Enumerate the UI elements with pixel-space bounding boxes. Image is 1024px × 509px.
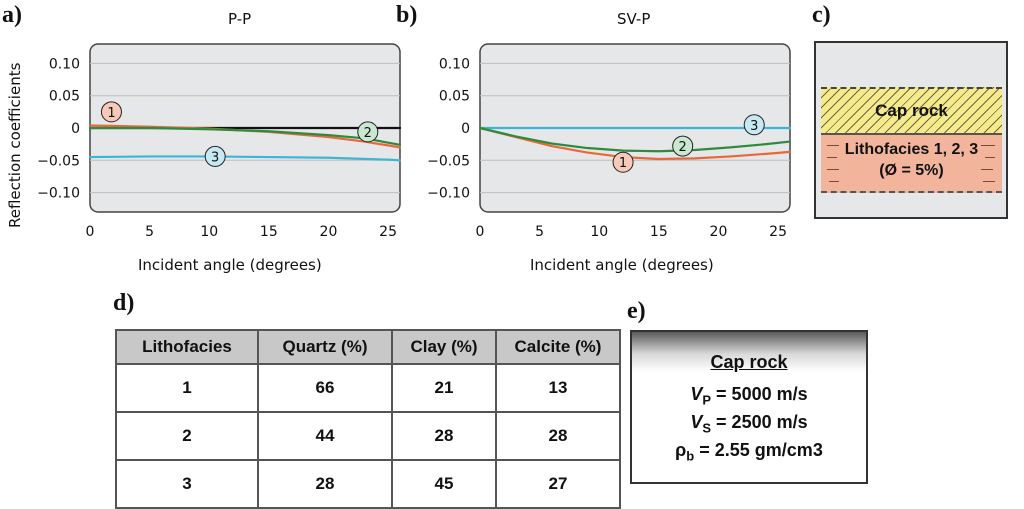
chart-b: 0.10 0.05 0 −0.05 −0.10 0 5 10 15 20 25 1 2 3 bbox=[427, 43, 792, 240]
lithofacies-layer: Lithofacies 1, 2, 3 (Ø = 5%) bbox=[821, 133, 1002, 193]
vs-line: VS = 2500 m/s bbox=[690, 412, 808, 436]
panel-label-e: e) bbox=[627, 298, 646, 324]
y-tick-label: 0.05 bbox=[49, 89, 80, 105]
table-cell: 2 bbox=[115, 411, 259, 461]
y-tick-label: −0.05 bbox=[37, 153, 80, 169]
x-tick-label: 0 bbox=[476, 224, 485, 240]
x-tick-label: 10 bbox=[590, 224, 608, 240]
table-row: 3 28 45 27 bbox=[115, 459, 621, 509]
x-tick-label: 5 bbox=[145, 224, 154, 240]
x-tick-label: 10 bbox=[200, 224, 218, 240]
x-tick-label: 25 bbox=[769, 224, 787, 240]
chart-b-xlabel: Incident angle (degrees) bbox=[530, 256, 714, 274]
rho-line: ρb = 2.55 gm/cm3 bbox=[675, 440, 823, 464]
chart-a-title: P-P bbox=[228, 10, 252, 28]
table-cell: 28 bbox=[391, 411, 497, 461]
y-tick-label: 0.05 bbox=[439, 89, 470, 105]
table-cell: 27 bbox=[495, 459, 621, 509]
lithofacies-label: Lithofacies 1, 2, 3 (Ø = 5%) bbox=[821, 139, 1002, 181]
chart-b-title: SV-P bbox=[617, 10, 651, 28]
table-cell: 45 bbox=[391, 459, 497, 509]
series-marker-2 bbox=[672, 135, 694, 157]
table-cell: 13 bbox=[495, 363, 621, 413]
panel-label-d: d) bbox=[113, 290, 135, 316]
table-row: 1 66 21 13 bbox=[115, 363, 621, 413]
x-tick-label: 5 bbox=[535, 224, 544, 240]
cap-rock-layer: Cap rock bbox=[821, 87, 1002, 135]
series-marker-label: 1 bbox=[619, 156, 627, 171]
cap-rock-title: Cap rock bbox=[710, 352, 788, 372]
lithofacies-table: Lithofacies Quartz (%) Clay (%) Calcite … bbox=[115, 329, 621, 509]
series-marker-label: 2 bbox=[679, 140, 687, 155]
cap-rock-label: Cap rock bbox=[875, 101, 948, 120]
y-tick-label: 0 bbox=[71, 121, 80, 137]
y-tick-label: −0.10 bbox=[37, 186, 80, 202]
x-tick-label: 0 bbox=[86, 224, 95, 240]
series-line-1 bbox=[478, 126, 792, 161]
series-marker-3 bbox=[204, 145, 226, 167]
series-marker-2 bbox=[357, 121, 379, 143]
y-tick-label: 0 bbox=[461, 121, 470, 137]
x-tick-label: 15 bbox=[260, 224, 278, 240]
series-marker-1 bbox=[100, 101, 122, 123]
panel-label-a: a) bbox=[2, 2, 22, 28]
chart-a-ylabel: Reflection coefficients bbox=[6, 62, 24, 228]
table-cell: 44 bbox=[257, 411, 393, 461]
vp-line: VP = 5000 m/s bbox=[690, 384, 808, 408]
y-tick-label: 0.10 bbox=[49, 56, 80, 72]
y-tick-label: −0.05 bbox=[427, 153, 470, 169]
table-cell: 28 bbox=[257, 459, 393, 509]
series-marker-label: 3 bbox=[750, 119, 758, 134]
table-header-cell: Calcite (%) bbox=[495, 329, 621, 365]
series-marker-1 bbox=[612, 151, 634, 173]
y-tick-label: 0.10 bbox=[439, 56, 470, 72]
series-line-2 bbox=[478, 126, 792, 153]
y-tick-label: −0.10 bbox=[427, 186, 470, 202]
table-cell: 66 bbox=[257, 363, 393, 413]
table-cell: 28 bbox=[495, 411, 621, 461]
series-marker-label: 1 bbox=[107, 106, 115, 121]
table-header-row: Lithofacies Quartz (%) Clay (%) Calcite … bbox=[115, 329, 621, 365]
x-tick-label: 25 bbox=[379, 224, 397, 240]
x-tick-label: 20 bbox=[320, 224, 338, 240]
table-header-cell: Clay (%) bbox=[391, 329, 497, 365]
table-header-cell: Quartz (%) bbox=[257, 329, 393, 365]
series-line-3 bbox=[88, 155, 402, 162]
lithofacies-label-line1: Lithofacies 1, 2, 3 bbox=[844, 141, 979, 158]
table-cell: 1 bbox=[115, 363, 259, 413]
panel-c-diagram: Cap rock Lithofacies 1, 2, 3 (Ø = 5%) bbox=[814, 41, 1008, 219]
chart-a-xlabel: Incident angle (degrees) bbox=[138, 256, 322, 274]
lithofacies-label-line2: (Ø = 5%) bbox=[879, 162, 944, 179]
table-header-cell: Lithofacies bbox=[115, 329, 259, 365]
panel-e-cap-rock-properties: Cap rock VP = 5000 m/s VS = 2500 m/s ρb … bbox=[630, 330, 868, 484]
panel-label-b: b) bbox=[396, 2, 418, 28]
series-marker-label: 3 bbox=[211, 150, 219, 165]
x-tick-label: 20 bbox=[710, 224, 728, 240]
series-marker-label: 2 bbox=[364, 126, 372, 141]
chart-a: 0.10 0.05 0 −0.05 −0.10 0 5 10 15 20 25 1 2 3 bbox=[37, 43, 402, 240]
table-cell: 21 bbox=[391, 363, 497, 413]
table-cell: 3 bbox=[115, 459, 259, 509]
series-marker-3 bbox=[743, 114, 765, 136]
panel-label-c: c) bbox=[812, 2, 831, 28]
table-row: 2 44 28 28 bbox=[115, 411, 621, 461]
x-tick-label: 15 bbox=[650, 224, 668, 240]
